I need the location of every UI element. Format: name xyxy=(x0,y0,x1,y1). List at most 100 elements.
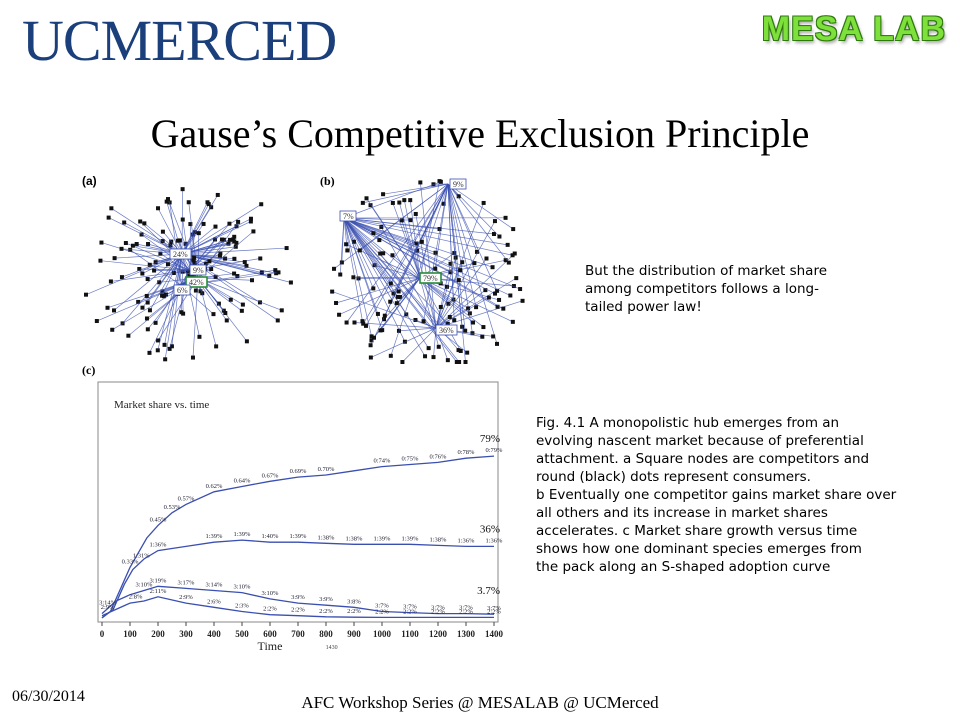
edge xyxy=(435,277,517,329)
edge xyxy=(122,253,183,324)
caption-line: round (black) dots represent consumers. xyxy=(536,469,811,485)
consumer-node xyxy=(402,198,407,203)
edge xyxy=(343,217,449,305)
consumer-node xyxy=(467,311,472,316)
consumer-node xyxy=(180,187,185,192)
consumer-node xyxy=(109,206,114,211)
edge xyxy=(343,217,493,268)
data-label: 2:2% xyxy=(375,608,389,615)
consumer-node xyxy=(357,248,362,253)
competitor-share-label: 36% xyxy=(439,326,454,335)
consumer-node xyxy=(177,238,182,243)
data-label: 1:39% xyxy=(290,533,308,540)
consumer-node xyxy=(480,334,485,339)
data-label: 0:75% xyxy=(402,456,420,463)
consumer-node xyxy=(156,338,161,343)
consumer-node xyxy=(423,354,428,359)
consumer-node xyxy=(338,272,343,277)
competitor-node xyxy=(435,324,458,336)
edge xyxy=(343,217,363,322)
consumer-node xyxy=(122,220,127,225)
consumer-node xyxy=(486,295,491,300)
consumer-node xyxy=(183,241,188,246)
competitor-node xyxy=(173,284,191,296)
consumer-node xyxy=(419,239,424,244)
consumer-node xyxy=(337,312,342,317)
edge xyxy=(181,189,183,255)
edge xyxy=(366,198,421,279)
edge xyxy=(181,253,200,337)
consumer-node xyxy=(508,293,513,298)
edge xyxy=(113,253,183,311)
consumer-node xyxy=(456,278,461,283)
data-label: 0.62% xyxy=(206,483,223,490)
x-tick-label: 1000 xyxy=(373,629,392,639)
consumer-node xyxy=(193,288,198,293)
consumer-node xyxy=(288,280,293,285)
consumer-node xyxy=(171,270,176,275)
competitor-node xyxy=(169,248,192,260)
consumer-node xyxy=(236,219,241,224)
data-label: 2:2% xyxy=(263,606,277,613)
consumer-node xyxy=(257,300,262,305)
consumer-node xyxy=(447,314,452,319)
edge xyxy=(343,217,380,241)
consumer-node xyxy=(408,218,413,223)
consumer-node xyxy=(512,251,517,256)
consumer-node xyxy=(213,274,218,279)
consumer-node xyxy=(167,346,172,351)
consumer-node xyxy=(379,224,384,229)
consumer-node xyxy=(213,224,218,229)
consumer-node xyxy=(426,346,431,351)
edge xyxy=(390,183,449,356)
consumer-node xyxy=(368,355,373,360)
edge xyxy=(181,218,252,255)
consumer-node xyxy=(274,271,279,276)
consumer-node xyxy=(227,221,232,226)
edge xyxy=(423,183,449,322)
consumer-node xyxy=(232,239,237,244)
consumer-node xyxy=(378,328,383,333)
consumer-node xyxy=(188,222,193,227)
consumer-node xyxy=(190,355,195,360)
consumer-node xyxy=(364,196,369,201)
consumer-node xyxy=(164,199,169,204)
edge xyxy=(189,223,230,271)
data-label: 1:36% xyxy=(458,537,476,544)
consumer-node xyxy=(165,262,170,267)
x-tick-label: 700 xyxy=(291,629,305,639)
edge xyxy=(343,217,384,254)
consumer-node xyxy=(344,320,349,325)
consumer-node xyxy=(203,261,208,266)
consumer-node xyxy=(211,312,216,317)
consumer-node xyxy=(147,262,152,267)
data-label: 3:14% xyxy=(99,600,117,607)
consumer-node xyxy=(506,260,511,265)
consumer-node xyxy=(228,297,233,302)
data-label: 0.33% xyxy=(122,558,139,565)
edge xyxy=(353,276,421,279)
consumer-node xyxy=(381,251,386,256)
consumer-node xyxy=(356,276,361,281)
network-b-graph: 9% 7% 79% 36% xyxy=(330,178,525,364)
consumer-node xyxy=(248,219,253,224)
consumer-node xyxy=(223,256,228,261)
edge xyxy=(343,217,426,357)
consumer-node xyxy=(242,260,247,265)
consumer-node xyxy=(138,219,143,224)
consumer-node xyxy=(404,312,409,317)
series-end-label: 36% xyxy=(480,523,500,535)
panel-b-label: (b) xyxy=(320,174,335,188)
edge xyxy=(181,253,277,274)
data-label: 3:7% xyxy=(487,605,501,612)
edge xyxy=(110,269,191,282)
edge xyxy=(181,247,287,255)
data-label: 0.57% xyxy=(178,495,195,502)
consumer-node xyxy=(217,254,222,259)
data-label: 0:79% xyxy=(486,447,504,454)
consumer-node xyxy=(493,291,498,296)
edge xyxy=(149,253,183,311)
consumer-node xyxy=(490,265,495,270)
edge xyxy=(181,194,219,255)
data-label: 0.70% xyxy=(318,466,335,473)
